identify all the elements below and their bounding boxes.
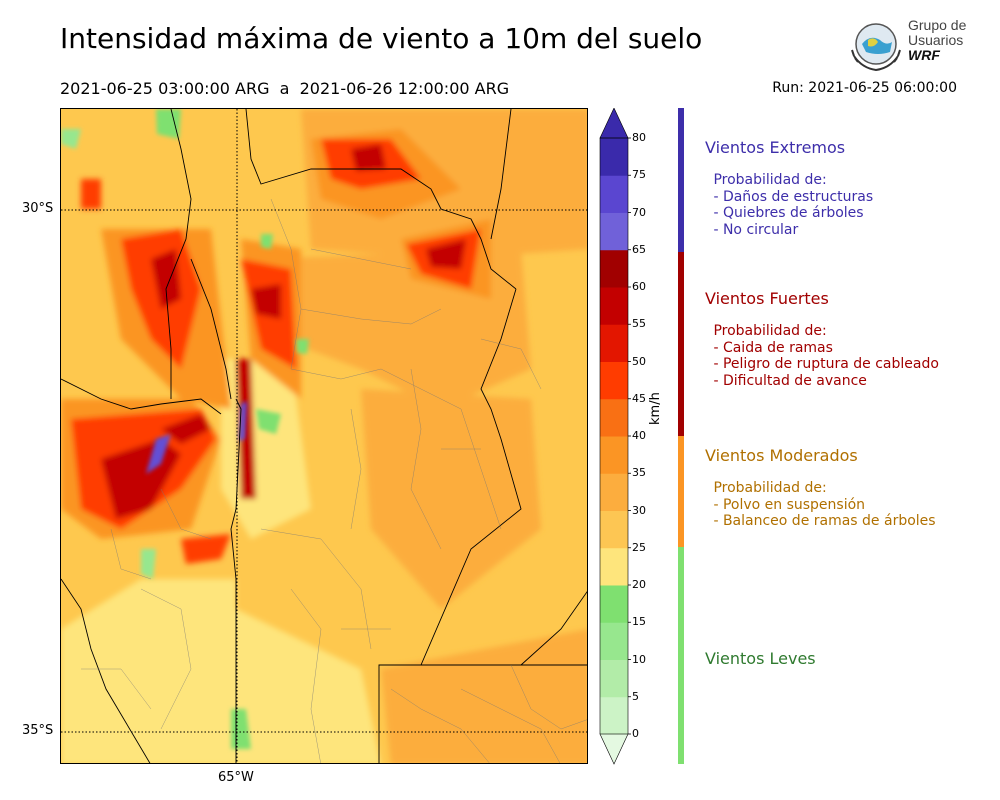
colorbar-tick-label: 50 [632, 354, 646, 368]
colorbar-low-extension [599, 733, 629, 765]
colorbar-segment [600, 398, 628, 437]
colorbar-segment [600, 138, 628, 176]
colorbar-tick-label: 45 [632, 391, 646, 405]
colorbar-segment [600, 585, 628, 623]
moderate-bar [678, 436, 684, 547]
colorbar-segment [600, 175, 628, 213]
lat-label-30s: 30°S [22, 201, 54, 216]
colorbar-tick-label: 5 [632, 689, 639, 703]
colorbar-segment [600, 212, 628, 251]
colorbar-segment [600, 547, 628, 586]
colorbar-segment [600, 436, 628, 474]
colorbar-tick-label: 30 [632, 503, 646, 517]
category-light-title: Vientos Leves [705, 649, 816, 668]
category-strong-desc: Probabilidad de: - Caida de ramas - Peli… [713, 323, 939, 389]
logo-text: Grupo de Usuarios WRF [908, 17, 967, 63]
colorbar [599, 108, 631, 765]
colorbar-segment [600, 696, 628, 735]
extreme-bar [678, 108, 684, 252]
wind-field [61, 109, 587, 763]
colorbar-tick-label: 75 [632, 168, 646, 182]
colorbar-segment [600, 473, 628, 511]
colorbar-tick-label: 65 [632, 242, 646, 256]
category-moderate-title: Vientos Moderados [705, 446, 858, 465]
colorbar-tick-label: 35 [632, 466, 646, 480]
globe-logo-icon [851, 23, 901, 72]
colorbar-tick-label: 15 [632, 615, 646, 629]
colorbar-tick-label: 20 [632, 578, 646, 591]
colorbar-tick-label: 70 [632, 205, 646, 219]
colorbar-segment [600, 361, 628, 400]
colorbar-segment [600, 287, 628, 325]
colorbar-tick-label: 25 [632, 540, 646, 554]
lon-label-65w: 65°W [218, 770, 254, 785]
colorbar-tick-label: 60 [632, 280, 646, 293]
colorbar-segment [600, 622, 628, 660]
category-strong-title: Vientos Fuertes [705, 289, 829, 308]
wind-map [60, 108, 588, 764]
strong-bar [678, 252, 684, 436]
chart-title: Intensidad máxima de viento a 10m del su… [60, 22, 703, 55]
run-time: Run: 2021-06-25 06:00:00 [772, 80, 957, 96]
colorbar-tick-label: 10 [632, 652, 646, 666]
colorbar-segment [600, 659, 628, 698]
colorbar-unit: km/h [648, 392, 663, 425]
colorbar-tick-label: 80 [632, 131, 646, 144]
colorbar-segment [600, 249, 628, 288]
colorbar-tick-label: 40 [632, 429, 646, 442]
lat-label-35s: 35°S [22, 723, 54, 738]
colorbar-tick-label: 0 [632, 727, 639, 740]
colorbar-segment [600, 324, 628, 362]
colorbar-tick-label: 55 [632, 317, 646, 331]
category-extreme-desc: Probabilidad de: - Daños de estructuras … [713, 172, 874, 238]
colorbar-high-extension [599, 108, 629, 139]
category-moderate-desc: Probabilidad de: - Polvo en suspensión -… [713, 480, 936, 529]
wrf-logo: Grupo de Usuarios WRF [848, 16, 978, 72]
date-range: 2021-06-25 03:00:00 ARG a 2021-06-26 12:… [60, 79, 510, 98]
light-bar [678, 547, 684, 764]
colorbar-segment [600, 510, 628, 549]
category-extreme-title: Vientos Extremos [705, 138, 846, 157]
